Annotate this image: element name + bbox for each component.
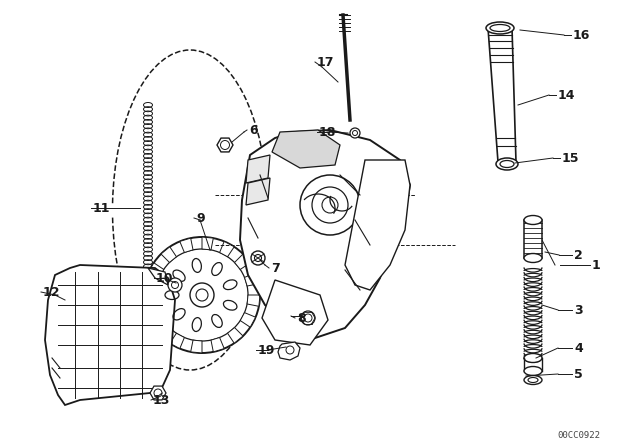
Ellipse shape xyxy=(486,22,514,34)
Polygon shape xyxy=(45,265,175,405)
Polygon shape xyxy=(228,327,243,343)
Polygon shape xyxy=(180,238,193,253)
Polygon shape xyxy=(161,247,177,263)
Ellipse shape xyxy=(490,25,510,31)
Text: 14: 14 xyxy=(558,89,575,102)
Ellipse shape xyxy=(524,215,542,224)
Text: 16: 16 xyxy=(573,29,590,42)
Circle shape xyxy=(251,251,265,265)
Text: 11: 11 xyxy=(93,202,111,215)
Text: 8: 8 xyxy=(297,311,306,324)
Polygon shape xyxy=(191,340,202,353)
Ellipse shape xyxy=(528,378,538,383)
Polygon shape xyxy=(524,220,542,258)
Polygon shape xyxy=(211,337,224,352)
Text: 2: 2 xyxy=(574,249,583,262)
Polygon shape xyxy=(148,268,168,285)
Circle shape xyxy=(301,311,315,325)
Polygon shape xyxy=(262,280,328,345)
Text: 00CC0922: 00CC0922 xyxy=(557,431,600,440)
Polygon shape xyxy=(144,284,157,295)
Polygon shape xyxy=(150,386,166,400)
Circle shape xyxy=(312,187,348,223)
Text: 6: 6 xyxy=(249,124,258,137)
Polygon shape xyxy=(272,130,340,168)
Circle shape xyxy=(144,237,260,353)
Text: 5: 5 xyxy=(574,367,583,380)
Text: 4: 4 xyxy=(574,341,583,354)
Polygon shape xyxy=(278,342,300,360)
Polygon shape xyxy=(170,333,184,349)
Polygon shape xyxy=(345,160,410,290)
Ellipse shape xyxy=(524,375,542,384)
Polygon shape xyxy=(240,130,410,338)
Polygon shape xyxy=(220,241,234,257)
Text: 10: 10 xyxy=(156,271,173,284)
Text: 15: 15 xyxy=(562,151,579,164)
Text: 1: 1 xyxy=(592,258,601,271)
Polygon shape xyxy=(148,263,164,277)
Ellipse shape xyxy=(496,158,518,170)
Polygon shape xyxy=(154,321,170,336)
Ellipse shape xyxy=(524,254,542,263)
Polygon shape xyxy=(246,178,270,205)
Text: 19: 19 xyxy=(258,344,275,357)
Polygon shape xyxy=(246,155,270,183)
Ellipse shape xyxy=(524,366,542,375)
Polygon shape xyxy=(145,304,159,317)
Polygon shape xyxy=(244,273,259,286)
Text: 12: 12 xyxy=(43,285,61,298)
Polygon shape xyxy=(488,28,516,162)
Circle shape xyxy=(322,197,338,213)
Polygon shape xyxy=(234,254,250,269)
Text: 3: 3 xyxy=(574,303,582,316)
Circle shape xyxy=(156,249,248,341)
Polygon shape xyxy=(202,237,213,250)
Text: 18: 18 xyxy=(319,125,337,138)
Ellipse shape xyxy=(500,160,514,168)
Text: 13: 13 xyxy=(153,393,170,406)
Circle shape xyxy=(168,278,182,292)
Text: 17: 17 xyxy=(317,56,335,69)
Polygon shape xyxy=(240,313,255,327)
Text: 9: 9 xyxy=(196,211,205,224)
Polygon shape xyxy=(217,138,233,152)
Circle shape xyxy=(196,289,208,301)
Circle shape xyxy=(300,175,360,235)
Text: 7: 7 xyxy=(271,262,280,275)
Ellipse shape xyxy=(524,353,542,362)
Circle shape xyxy=(350,128,360,138)
Circle shape xyxy=(190,283,214,307)
Polygon shape xyxy=(247,295,260,306)
